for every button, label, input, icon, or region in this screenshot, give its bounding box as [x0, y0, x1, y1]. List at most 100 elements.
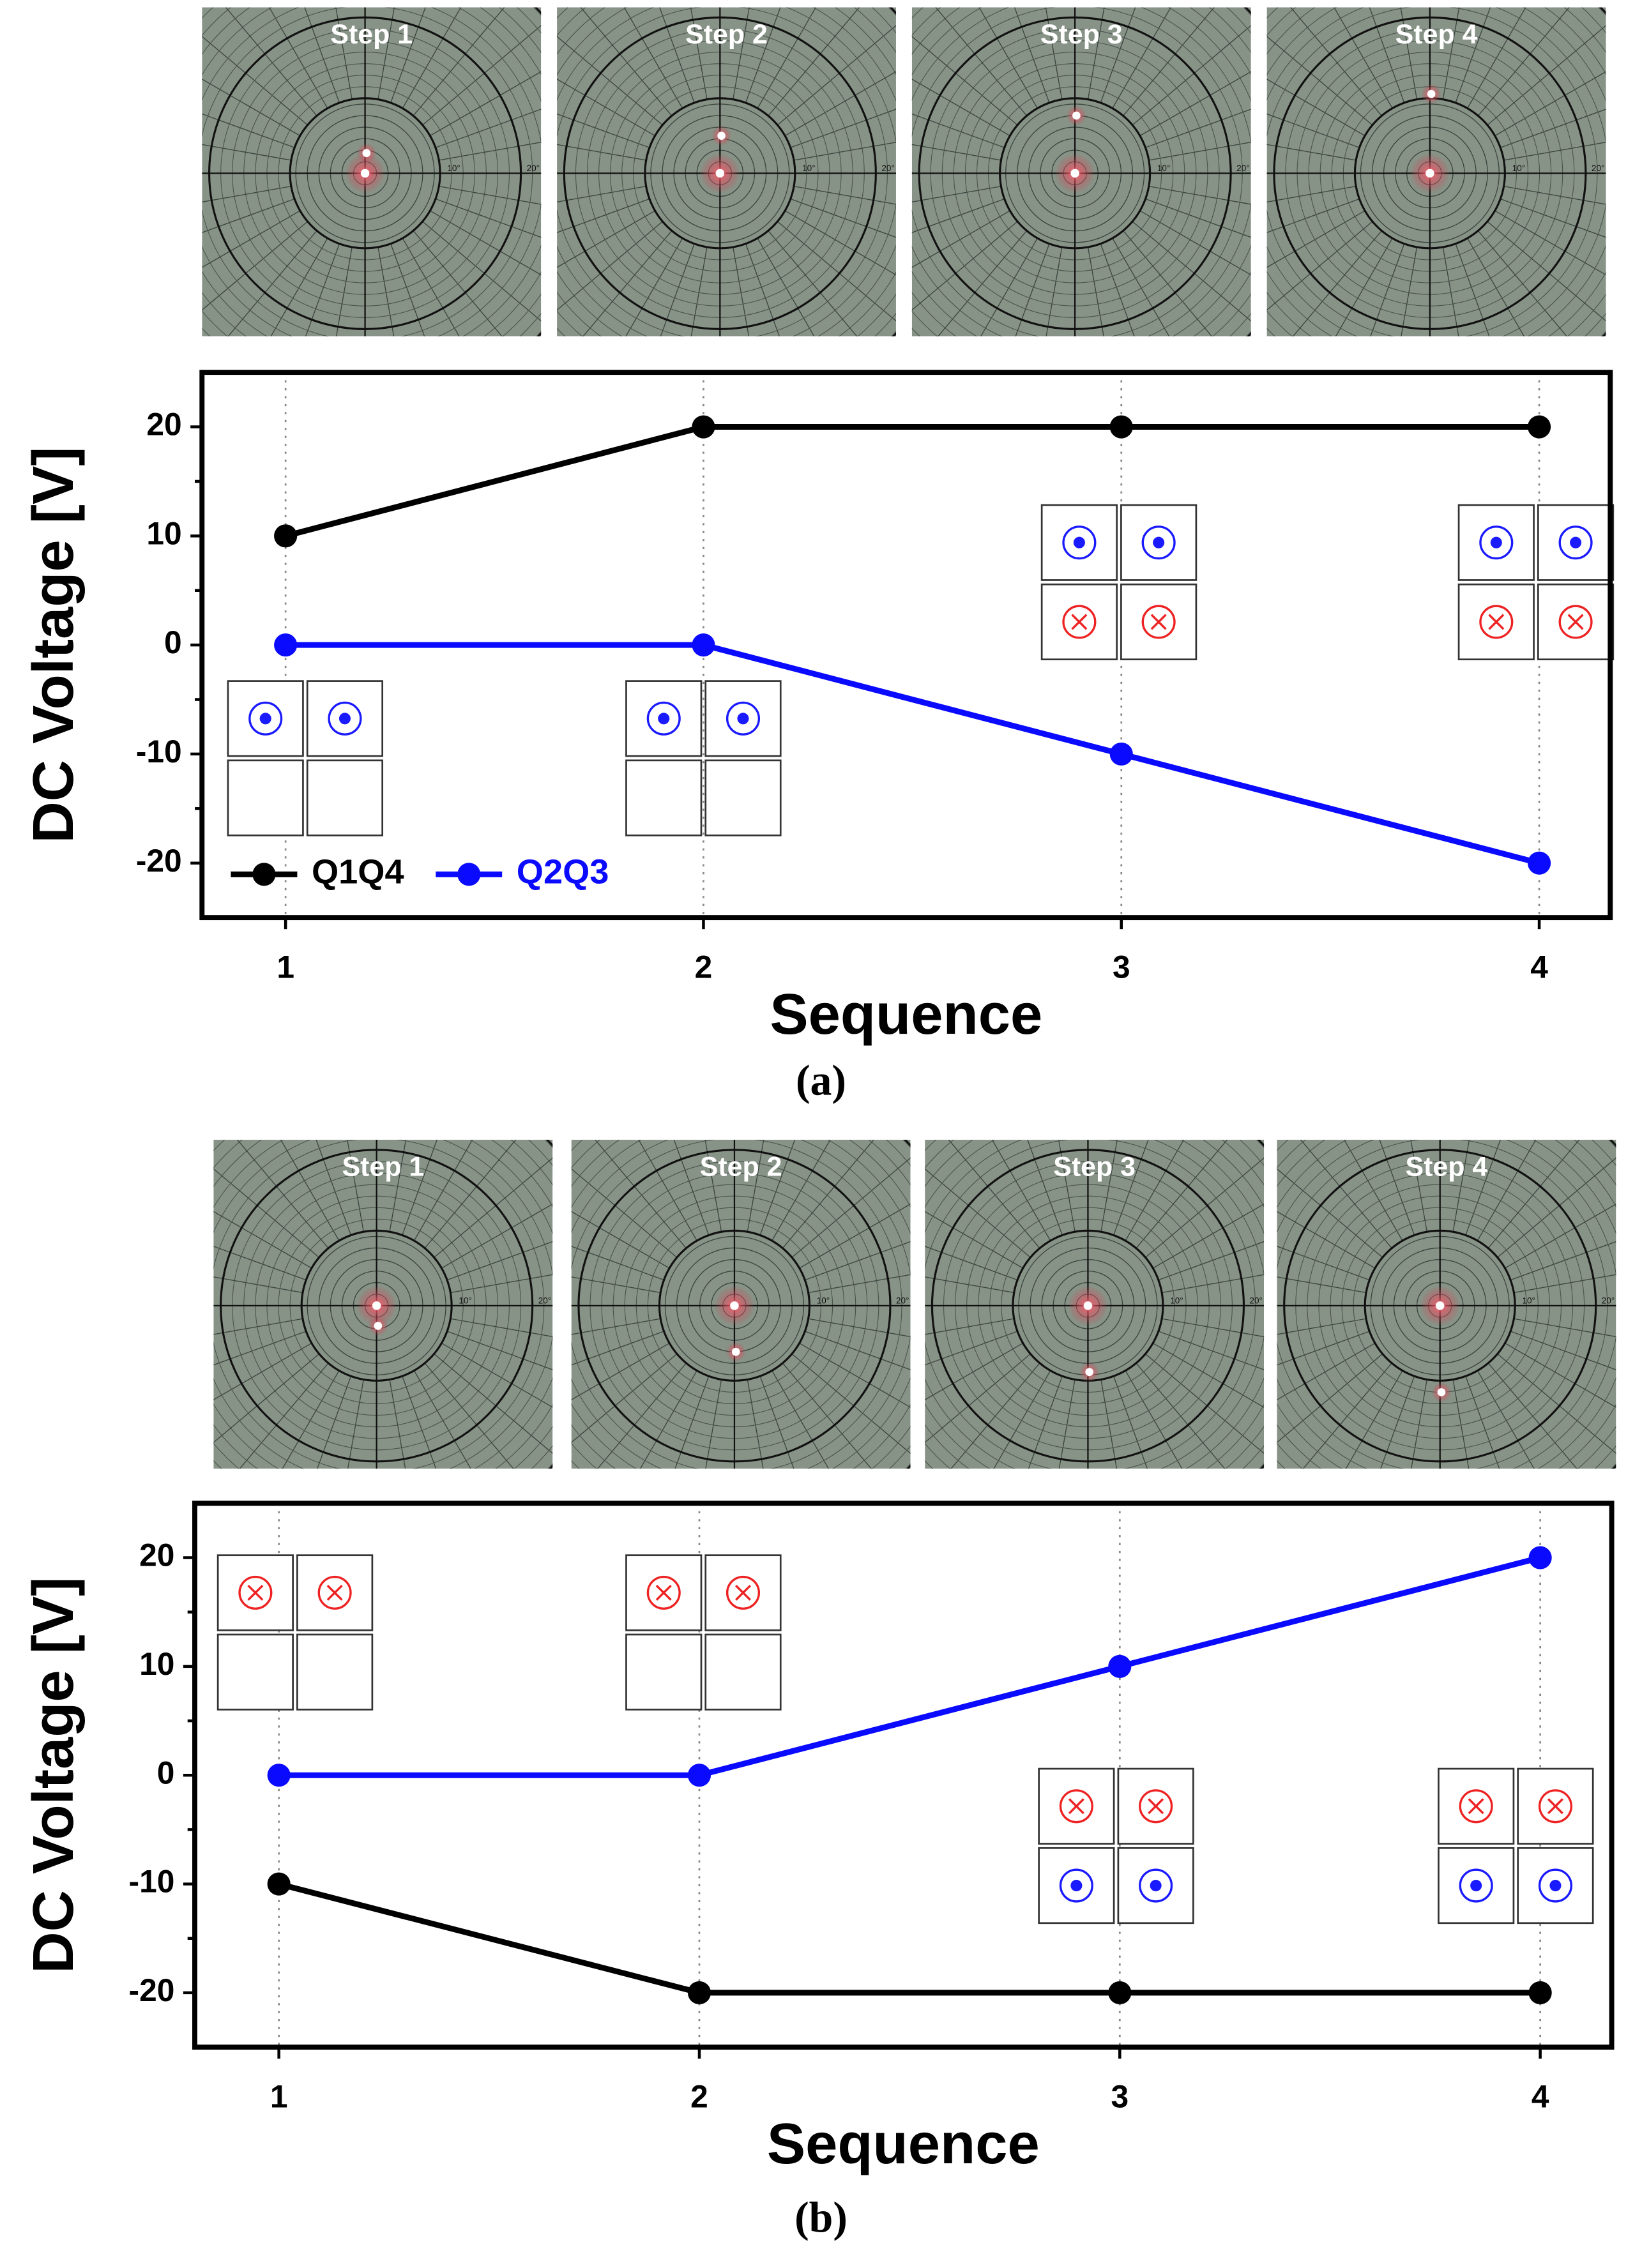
field-in-cross — [326, 1584, 343, 1601]
photo-radial — [925, 1168, 1031, 1258]
legend-marker — [457, 863, 481, 886]
x-axis-label: Sequence — [770, 982, 1042, 1047]
photo-radial — [805, 1241, 911, 1281]
field-in-cross — [1547, 1798, 1563, 1815]
series-marker — [692, 633, 715, 657]
legend-label: Q1Q4 — [312, 853, 404, 891]
photo-radial — [674, 1376, 710, 1469]
photo-radial — [980, 238, 1038, 336]
field-out — [1459, 1868, 1493, 1903]
photo-radial — [1477, 7, 1570, 116]
photo-radial — [1145, 1353, 1265, 1455]
x-tick-label: 2 — [690, 2079, 708, 2115]
photo-radial — [1300, 1140, 1392, 1249]
photo-radial — [1452, 1140, 1470, 1232]
photo-radial — [757, 238, 815, 336]
laser-spot — [1083, 1301, 1093, 1310]
photo-radial — [1465, 1140, 1501, 1236]
photo-radial — [557, 36, 663, 126]
photo-radial — [799, 1343, 911, 1408]
series-marker — [274, 633, 298, 657]
field-out — [1538, 1868, 1572, 1903]
y-tick-label: -10 — [129, 1864, 175, 1900]
photo-radial — [571, 1246, 664, 1281]
photo-radial — [1152, 1343, 1265, 1408]
field-in-cross — [655, 1584, 672, 1601]
series-marker — [274, 524, 298, 548]
laser-spot — [1437, 1388, 1446, 1396]
photo-radial — [1158, 1331, 1265, 1370]
photo-scale-label: 20° — [1236, 163, 1250, 173]
series-marker — [1109, 415, 1133, 439]
series-line — [278, 1881, 1540, 1996]
photo-radial — [429, 210, 542, 276]
photo: 10° 20° — [925, 1140, 1265, 1469]
photo-scale-label: 20° — [538, 1296, 552, 1306]
photo-radial — [1500, 198, 1606, 238]
series-marker — [1528, 1981, 1552, 2004]
field-out — [1558, 525, 1593, 560]
photo-radial — [704, 1140, 722, 1232]
photo-radial — [777, 25, 896, 126]
laser-spot — [1070, 169, 1079, 178]
photo-radial — [1477, 230, 1567, 336]
photo-radial — [759, 1140, 796, 1236]
photo-radial — [213, 1211, 312, 1269]
photo-radial — [911, 221, 1018, 311]
photo-radial — [1152, 1203, 1265, 1269]
panel-label: Step 1 — [330, 19, 413, 50]
photo-radial — [768, 7, 860, 116]
quadrant — [625, 759, 703, 836]
photo-radial — [1369, 7, 1405, 103]
photo-radial — [690, 7, 708, 100]
photo-radial — [993, 1370, 1051, 1469]
photo-radial — [1302, 1363, 1392, 1469]
legend-label: Q2Q3 — [517, 853, 609, 891]
photo-radial — [1266, 113, 1360, 148]
photo-radial — [422, 221, 542, 322]
y-tick-label: 0 — [157, 1755, 175, 1790]
photo-scale-label: 10° — [817, 1296, 830, 1306]
photo-radial — [1266, 79, 1365, 137]
field-out — [248, 701, 283, 736]
photo-radial — [1266, 221, 1373, 311]
photo-radial — [446, 1331, 553, 1370]
laser-spot — [731, 1347, 740, 1356]
series-line — [285, 424, 1540, 539]
photo-radial — [925, 1353, 1031, 1443]
photo-radial — [571, 1331, 664, 1366]
y-tick-label: 0 — [164, 624, 182, 660]
field-in-cross — [1071, 614, 1088, 630]
photo: 10° 20° — [911, 7, 1251, 336]
field-out-dot — [1070, 1880, 1083, 1892]
photo-radial — [938, 230, 1028, 336]
series-marker — [267, 1872, 291, 1896]
photo-radial — [557, 221, 663, 311]
field-out-dot — [259, 713, 271, 725]
photo-radial — [1401, 246, 1418, 336]
photo-radial — [1467, 238, 1525, 336]
photo-radial — [1125, 1140, 1185, 1241]
photo-radial — [1335, 238, 1393, 336]
field-out-dot — [1150, 1880, 1162, 1892]
photo: 10° 20° — [1277, 1140, 1616, 1469]
photo-radial — [1277, 1276, 1367, 1294]
panel-label: Step 1 — [342, 1152, 424, 1183]
field-out-dot — [1073, 536, 1085, 548]
series-line — [285, 642, 1540, 866]
photo-radial — [1014, 7, 1050, 103]
photo-radial — [1266, 186, 1357, 203]
photo-radial — [808, 1318, 911, 1338]
photo-radial — [390, 243, 425, 336]
photo-radial — [1465, 1376, 1500, 1469]
photo-radial — [1145, 198, 1251, 238]
field-out — [726, 701, 761, 736]
photo-radial — [978, 7, 1038, 109]
x-tick-label: 4 — [1532, 2079, 1549, 2115]
photo-radial — [450, 1318, 553, 1338]
photo-radial — [571, 1168, 678, 1258]
photo-radial — [557, 198, 650, 233]
field-out — [1141, 525, 1176, 560]
